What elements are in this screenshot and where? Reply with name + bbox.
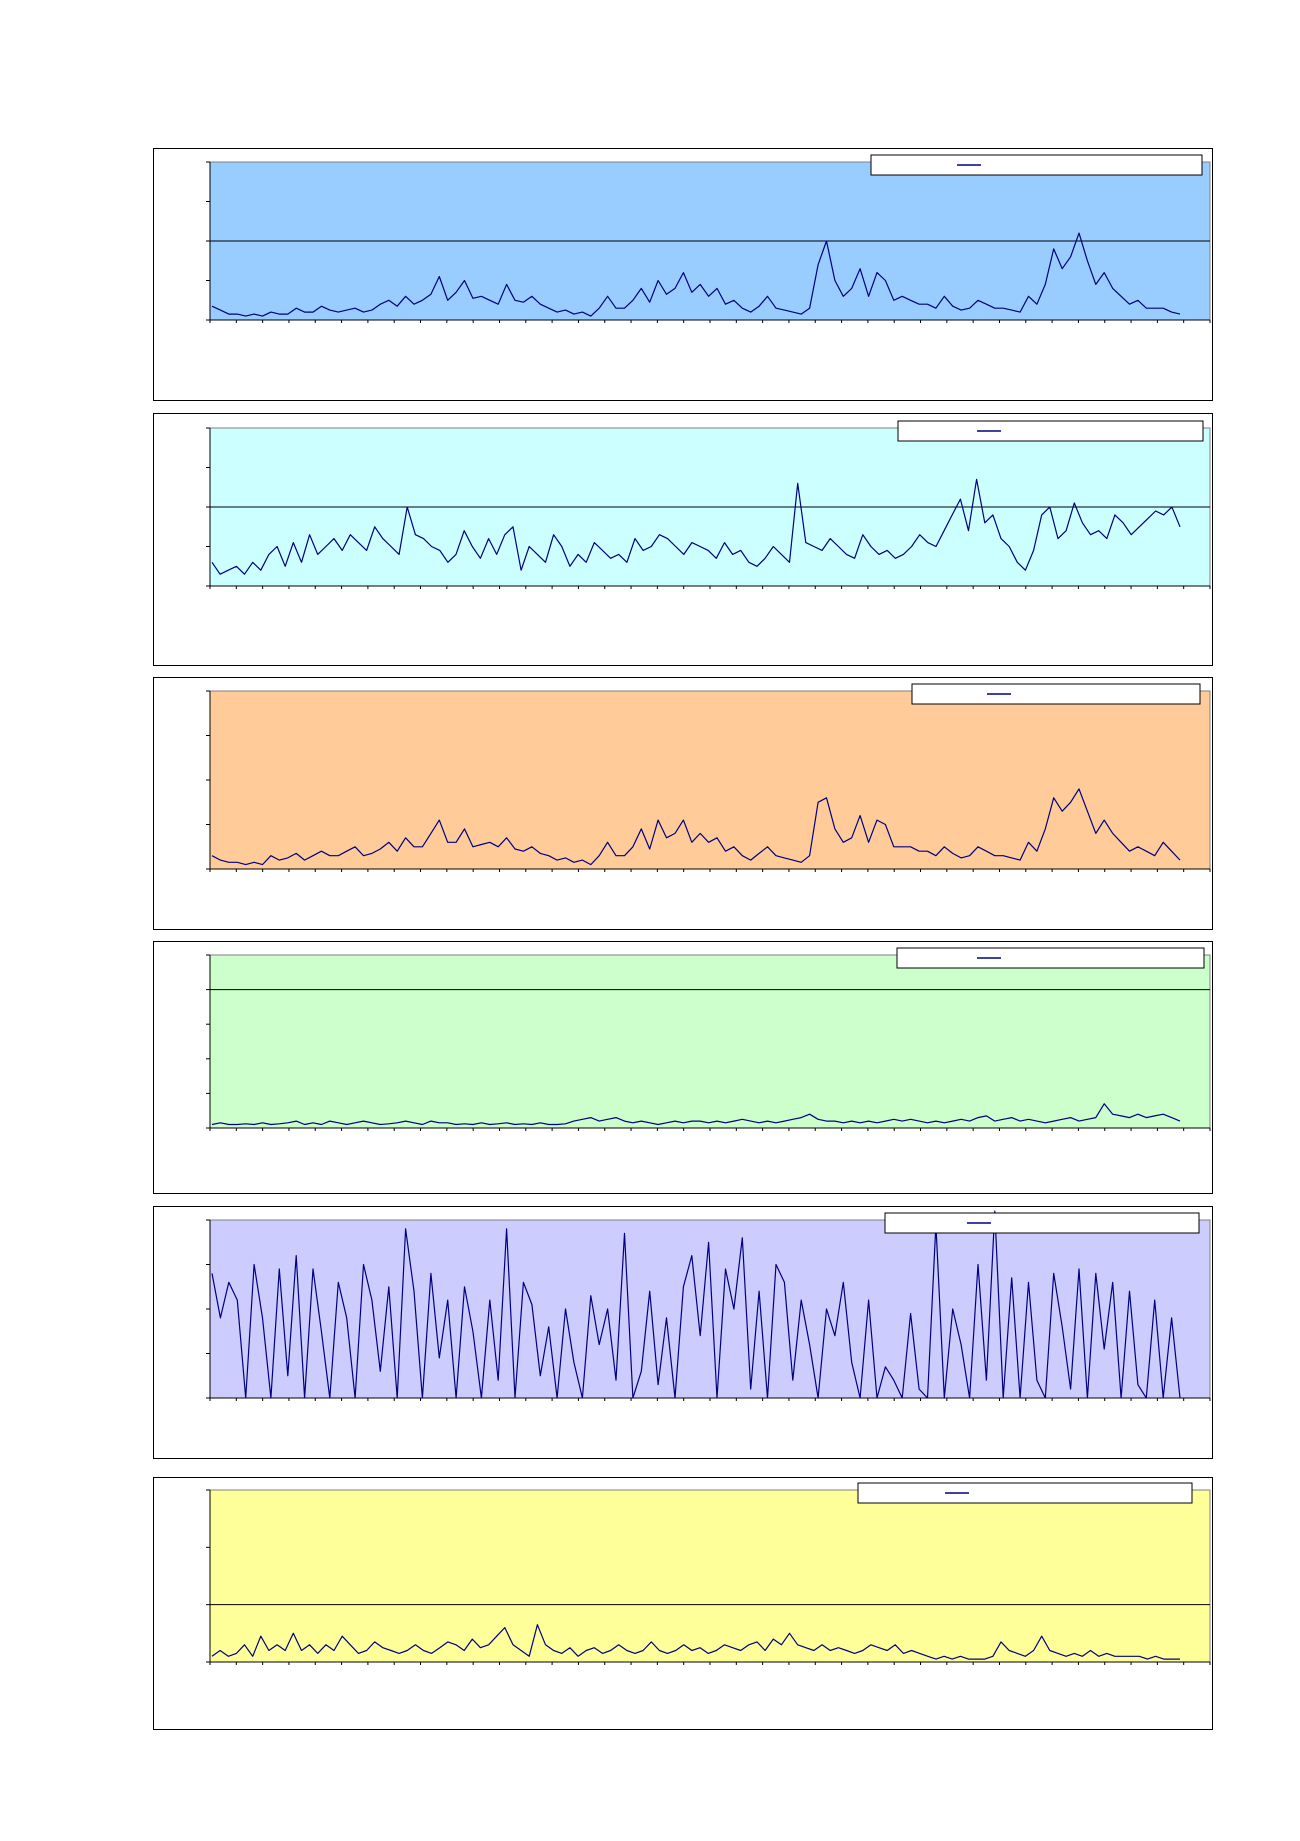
chart-svg <box>206 1482 1211 1665</box>
series-line <box>211 788 1181 866</box>
series-line <box>211 478 1181 575</box>
legend-box <box>870 154 1203 176</box>
chart-panel-4 <box>153 941 1213 1194</box>
chart-svg <box>206 947 1211 1131</box>
legend <box>897 420 1204 442</box>
series-line <box>211 1103 1181 1126</box>
legend-box <box>896 947 1205 969</box>
legend <box>884 1212 1200 1234</box>
series-line <box>211 1210 1181 1399</box>
series-line <box>211 232 1181 317</box>
plot-area <box>209 1219 1211 1399</box>
legend <box>857 1482 1193 1504</box>
legend <box>896 947 1205 969</box>
chart-svg <box>206 1210 1211 1401</box>
legend-box <box>857 1482 1193 1504</box>
chart-svg <box>206 420 1211 589</box>
legend-box <box>897 420 1204 442</box>
chart-panel-2 <box>153 413 1213 666</box>
legend-box <box>911 683 1201 705</box>
chart-panel-5 <box>153 1206 1213 1459</box>
chart-panel-6 <box>153 1477 1213 1730</box>
legend <box>911 683 1201 705</box>
legend <box>870 154 1203 176</box>
chart-panel-3 <box>153 677 1213 930</box>
plot-area <box>209 1489 1211 1663</box>
chart-panel-1 <box>153 148 1213 401</box>
chart-svg <box>206 154 1211 323</box>
plot-area <box>209 954 1211 1129</box>
series-line <box>211 1624 1180 1660</box>
plot-area <box>209 690 1211 870</box>
legend-box <box>884 1212 1200 1234</box>
chart-svg <box>206 683 1211 872</box>
